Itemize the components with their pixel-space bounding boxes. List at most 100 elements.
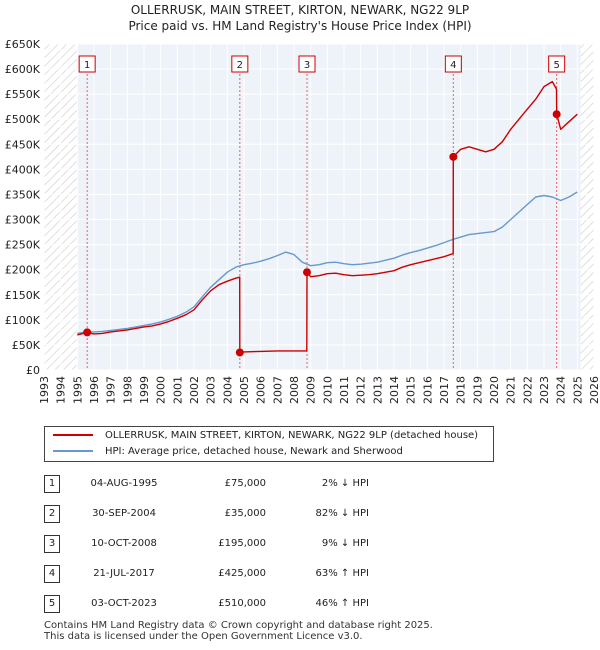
transaction-row: 5 03-OCT-2023 £510,000 46% ↑ HPI: [44, 595, 384, 613]
y-tick-label: £0: [26, 364, 40, 377]
y-tick-label: £550K: [5, 88, 41, 101]
transaction-price: £510,000: [218, 598, 266, 609]
x-tick-label: 1994: [55, 376, 68, 404]
transaction-date: 21-JUL-2017: [93, 568, 155, 579]
x-tick-label: 2020: [488, 376, 501, 404]
sale-marker-labels: 1 2 3 4 5: [78, 55, 566, 73]
x-tick-label: 2024: [555, 376, 568, 404]
legend-property-label: OLLERRUSK, MAIN STREET, KIRTON, NEWARK, …: [105, 430, 479, 441]
sale-point: [449, 152, 458, 161]
transaction-price: £425,000: [218, 568, 266, 579]
x-tick-label: 2009: [305, 376, 318, 404]
y-tick-label: £400K: [5, 163, 41, 176]
y-tick-label: £600K: [5, 63, 41, 76]
legend-property-swatch: [53, 434, 93, 436]
x-tick-label: 2023: [538, 376, 551, 404]
x-tick-label: 2007: [271, 376, 284, 404]
transaction-hpi: 46% ↑ HPI: [315, 598, 369, 609]
transaction-number: 2: [44, 505, 60, 523]
footer-licence: This data is licensed under the Open Gov…: [44, 631, 363, 642]
sale-marker-number: 4: [450, 60, 456, 71]
transaction-date: 04-AUG-1995: [90, 478, 158, 489]
sale-marker-number: 5: [553, 60, 559, 71]
transaction-hpi: 2% ↓ HPI: [321, 478, 369, 489]
x-tick-label: 2002: [188, 376, 201, 404]
grid-lines: [43, 43, 595, 371]
sale-marker-box: [444, 55, 462, 73]
sale-point: [235, 348, 244, 357]
transaction-price: £195,000: [218, 538, 266, 549]
x-tick-label: 2012: [355, 376, 368, 404]
x-tick-label: 2026: [588, 376, 600, 404]
x-tick-label: 2018: [455, 376, 468, 404]
x-tick-label: 1998: [121, 376, 134, 404]
x-tick-label: 2015: [405, 376, 418, 404]
transaction-date: 03-OCT-2023: [91, 598, 157, 609]
sale-point: [303, 268, 311, 277]
transaction-row: 4 21-JUL-2017 £425,000 63% ↑ HPI: [44, 565, 384, 583]
transaction-date: 10-OCT-2008: [91, 538, 157, 549]
sale-marker-number: 3: [304, 60, 310, 71]
x-tick-label: 2006: [255, 376, 268, 404]
legend-item-property: OLLERRUSK, MAIN STREET, KIRTON, NEWARK, …: [53, 428, 478, 444]
transaction-hpi: 82% ↓ HPI: [315, 508, 369, 519]
x-tick-label: 2022: [521, 376, 534, 404]
hatched-region: [580, 44, 594, 370]
chart-title: OLLERRUSK, MAIN STREET, KIRTON, NEWARK, …: [130, 3, 470, 17]
price-chart: 1 2 3 4 5 £0 £50K £100K £150K £200K £250K £300K £35…: [5, 38, 600, 404]
footer-copyright: Contains HM Land Registry data © Crown c…: [44, 620, 433, 631]
transaction-hpi: 63% ↑ HPI: [315, 568, 369, 579]
legend: OLLERRUSK, MAIN STREET, KIRTON, NEWARK, …: [44, 426, 494, 462]
x-tick-label: 2011: [338, 376, 351, 404]
transaction-row: 2 30-SEP-2004 £35,000 82% ↓ HPI: [44, 505, 384, 523]
sale-marker-box: [548, 55, 566, 73]
x-tick-label: 1993: [38, 376, 51, 404]
x-tick-label: 1999: [138, 376, 151, 404]
x-tick-label: 2017: [438, 376, 451, 404]
axes: £0 £50K £100K £150K £200K £250K £300K £350K £400…: [5, 38, 600, 404]
x-tick-label: 2025: [571, 376, 584, 404]
y-tick-label: £650K: [5, 38, 41, 51]
x-tick-label: 1997: [105, 376, 118, 404]
x-tick-label: 2008: [288, 376, 301, 404]
x-tick-label: 2001: [171, 376, 184, 404]
x-tick-label: 2014: [388, 376, 401, 404]
transaction-number: 1: [44, 475, 60, 493]
sale-point: [552, 110, 561, 119]
x-tick-label: 1996: [88, 376, 101, 404]
footer: Contains HM Land Registry data © Crown c…: [44, 620, 433, 642]
property-price-line: [77, 80, 578, 354]
sale-marker-number: 1: [84, 60, 90, 71]
x-tick-label: 1995: [71, 376, 84, 404]
y-tick-label: £350K: [5, 188, 41, 201]
transaction-price: £75,000: [224, 478, 266, 489]
x-tick-label: 2005: [238, 376, 251, 404]
transaction-number: 3: [44, 535, 60, 553]
y-tick-label: £300K: [5, 214, 41, 227]
transaction-number: 5: [44, 595, 60, 613]
x-tick-label: 2010: [321, 376, 334, 404]
sale-marker-box: [78, 55, 96, 73]
x-tick-label: 2021: [505, 376, 518, 404]
series-lines: [77, 80, 578, 354]
sale-points: [83, 110, 561, 357]
transaction-row: 3 10-OCT-2008 £195,000 9% ↓ HPI: [44, 535, 384, 553]
legend-hpi-label: HPI: Average price, detached house, Newa…: [105, 446, 403, 457]
transaction-hpi: 9% ↓ HPI: [321, 538, 369, 549]
transaction-date: 30-SEP-2004: [92, 508, 156, 519]
hpi-line: [77, 191, 578, 335]
y-tick-label: £150K: [5, 289, 41, 302]
legend-hpi-swatch: [53, 450, 93, 452]
y-tick-label: £450K: [5, 138, 41, 151]
y-tick-label: £50K: [12, 339, 41, 352]
y-tick-label: £250K: [5, 239, 41, 252]
x-tick-label: 2004: [221, 376, 234, 404]
transaction-number: 4: [44, 565, 60, 583]
plot-area: [44, 44, 594, 370]
x-tick-label: 2013: [371, 376, 384, 404]
y-tick-label: £200K: [5, 264, 41, 277]
y-tick-label: £500K: [5, 113, 41, 126]
y-tick-label: £100K: [5, 314, 41, 327]
sale-marker-box: [231, 55, 249, 73]
x-tick-label: 2019: [471, 376, 484, 404]
